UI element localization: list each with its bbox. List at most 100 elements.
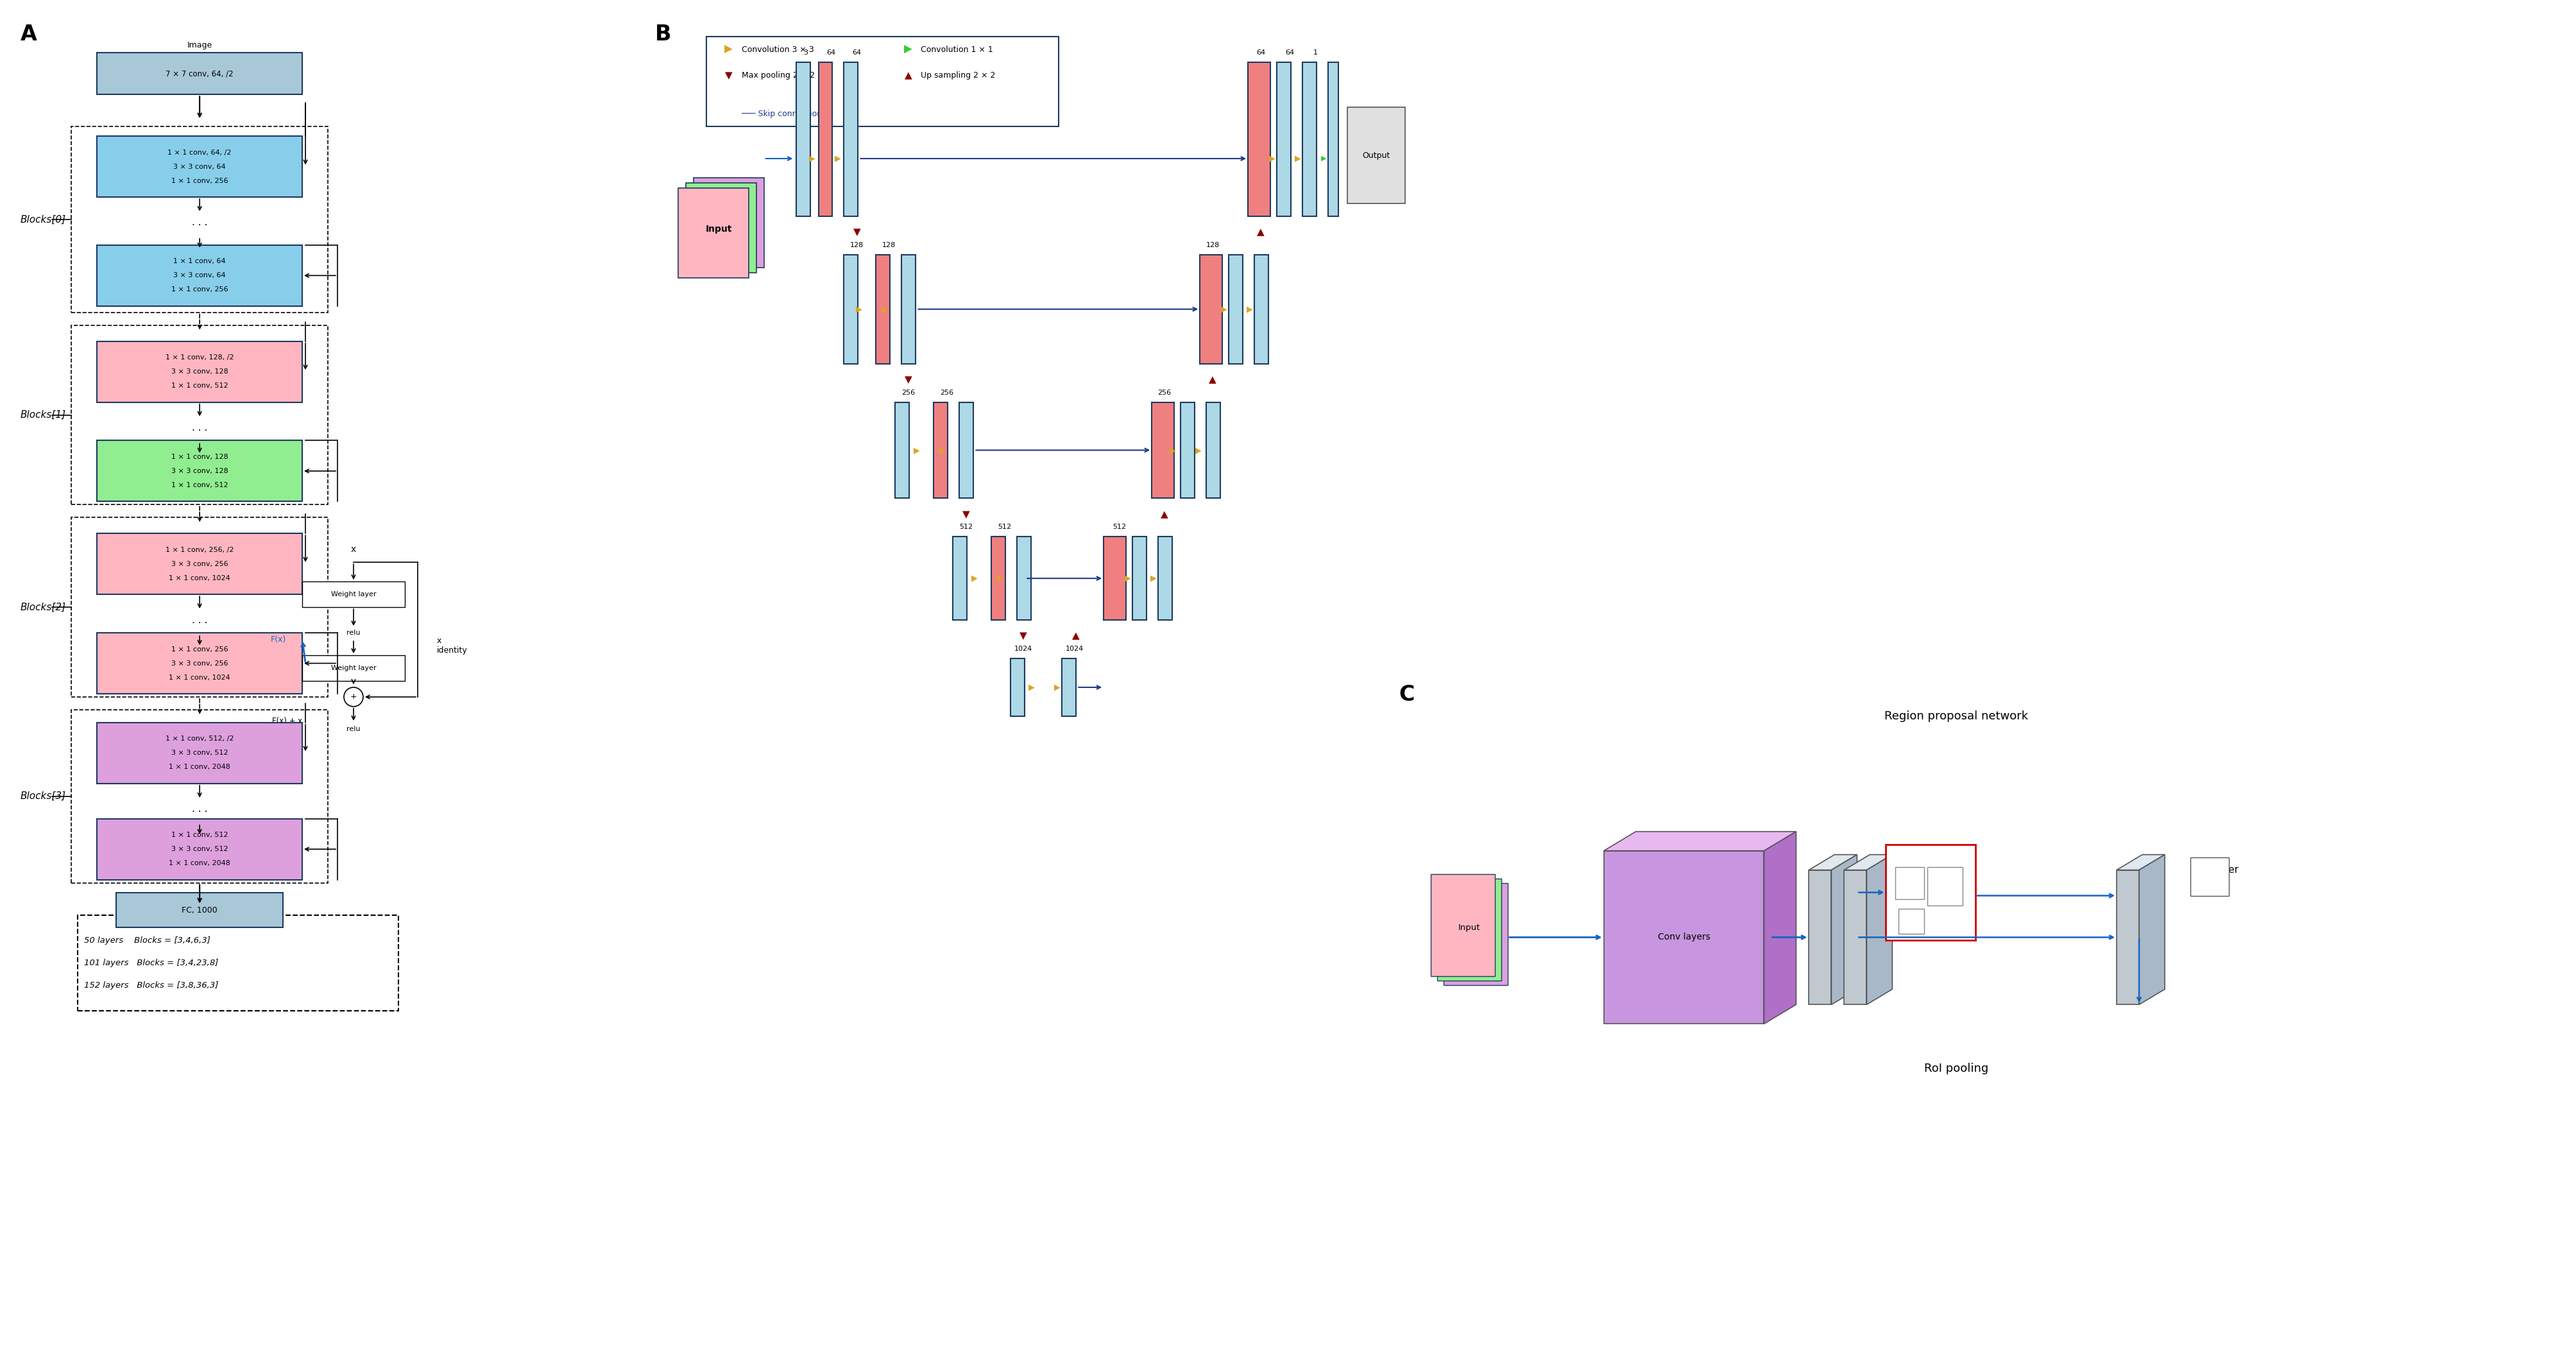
- Text: 1 × 1 conv, 256: 1 × 1 conv, 256: [170, 646, 229, 652]
- Text: 1 × 1 conv, 64, /2: 1 × 1 conv, 64, /2: [167, 149, 232, 156]
- FancyBboxPatch shape: [98, 244, 301, 306]
- FancyBboxPatch shape: [1886, 845, 1976, 941]
- Polygon shape: [2115, 870, 2138, 1005]
- FancyBboxPatch shape: [1247, 62, 1270, 216]
- Text: 1 × 1 conv, 128: 1 × 1 conv, 128: [170, 454, 229, 460]
- Text: 128: 128: [1206, 242, 1218, 249]
- Text: 128: 128: [881, 242, 896, 249]
- FancyBboxPatch shape: [2190, 857, 2228, 896]
- Text: ▲: ▲: [1072, 631, 1079, 641]
- Text: x
identity: x identity: [438, 637, 466, 655]
- Text: 64: 64: [1257, 50, 1265, 56]
- Text: A: A: [21, 24, 36, 45]
- Text: Input: Input: [706, 224, 732, 234]
- Text: 7 × 7 conv, 64, /2: 7 × 7 conv, 64, /2: [165, 69, 234, 77]
- Text: ▲: ▲: [1208, 375, 1216, 384]
- FancyBboxPatch shape: [98, 440, 301, 501]
- Text: Classifier: Classifier: [2192, 865, 2239, 875]
- Text: ▶: ▶: [855, 306, 860, 314]
- Text: 1 × 1 conv, 256: 1 × 1 conv, 256: [170, 287, 229, 293]
- Text: Weight layer: Weight layer: [330, 665, 376, 671]
- Text: ▶: ▶: [904, 43, 912, 56]
- Text: ▶: ▶: [1054, 683, 1061, 691]
- Text: +: +: [350, 693, 358, 701]
- Text: ▲: ▲: [904, 71, 912, 80]
- FancyBboxPatch shape: [1206, 402, 1221, 498]
- Text: RoI pooling: RoI pooling: [1924, 1063, 1989, 1074]
- FancyBboxPatch shape: [677, 187, 747, 278]
- Text: 1024: 1024: [1015, 645, 1033, 652]
- Text: ▶: ▶: [1321, 155, 1327, 162]
- Text: ▶: ▶: [881, 306, 886, 314]
- Text: 50 layers    Blocks = [3,4,6,3]: 50 layers Blocks = [3,4,6,3]: [85, 936, 211, 945]
- Text: ▶: ▶: [1247, 306, 1252, 314]
- Text: x: x: [350, 545, 355, 554]
- Text: · · ·: · · ·: [191, 426, 209, 436]
- FancyBboxPatch shape: [1018, 536, 1030, 621]
- FancyBboxPatch shape: [1255, 255, 1267, 364]
- Text: ▶: ▶: [997, 574, 1002, 583]
- Text: 3 × 3 conv, 256: 3 × 3 conv, 256: [170, 561, 229, 568]
- Text: ▶: ▶: [1028, 683, 1036, 691]
- FancyBboxPatch shape: [1229, 255, 1242, 364]
- FancyBboxPatch shape: [894, 402, 909, 498]
- FancyBboxPatch shape: [685, 183, 755, 273]
- FancyBboxPatch shape: [1927, 866, 1963, 906]
- Text: 101 layers   Blocks = [3,4,23,8]: 101 layers Blocks = [3,4,23,8]: [85, 959, 219, 967]
- Text: Blocks[1]: Blocks[1]: [21, 410, 67, 420]
- Text: F(x) + x: F(x) + x: [273, 717, 301, 725]
- Polygon shape: [2138, 854, 2164, 1005]
- Polygon shape: [1602, 831, 1795, 850]
- Text: 1 × 1 conv, 1024: 1 × 1 conv, 1024: [170, 674, 229, 680]
- Text: 3: 3: [804, 50, 809, 56]
- Text: ▶: ▶: [724, 43, 732, 56]
- Text: 512: 512: [997, 524, 1010, 531]
- Text: ▶: ▶: [938, 445, 945, 455]
- Text: 64: 64: [1285, 50, 1293, 56]
- FancyBboxPatch shape: [98, 53, 301, 95]
- Text: Blocks[2]: Blocks[2]: [21, 603, 67, 612]
- Text: 128: 128: [850, 242, 863, 249]
- Text: Weight layer: Weight layer: [330, 591, 376, 598]
- FancyBboxPatch shape: [876, 255, 889, 364]
- FancyBboxPatch shape: [992, 536, 1005, 621]
- FancyBboxPatch shape: [1010, 659, 1025, 716]
- Text: ▼: ▼: [904, 375, 912, 384]
- Text: 1 × 1 conv, 256, /2: 1 × 1 conv, 256, /2: [165, 547, 234, 553]
- Text: Blocks[0]: Blocks[0]: [21, 215, 67, 224]
- Text: F(x): F(x): [270, 636, 286, 644]
- Polygon shape: [1844, 870, 1865, 1005]
- FancyBboxPatch shape: [1347, 107, 1404, 204]
- Text: FC, 1000: FC, 1000: [183, 906, 216, 914]
- FancyBboxPatch shape: [1327, 62, 1337, 216]
- Text: C: C: [1399, 684, 1414, 705]
- Text: Blocks[3]: Blocks[3]: [21, 792, 67, 801]
- FancyBboxPatch shape: [902, 255, 914, 364]
- Text: · · ·: · · ·: [191, 808, 209, 818]
- Text: 512: 512: [958, 524, 971, 531]
- Polygon shape: [1808, 854, 1857, 870]
- Text: ▼: ▼: [853, 227, 860, 238]
- Polygon shape: [1844, 854, 1891, 870]
- Text: ─── Skip connection: ─── Skip connection: [742, 110, 822, 118]
- Text: relu: relu: [348, 725, 361, 732]
- Text: Max pooling 2 × 2: Max pooling 2 × 2: [742, 71, 814, 79]
- Text: ▶: ▶: [1296, 155, 1301, 163]
- Text: ▲: ▲: [1162, 509, 1167, 519]
- Polygon shape: [1808, 870, 1832, 1005]
- Text: ✗: ✗: [2205, 872, 2213, 880]
- Text: Convolution 1 × 1: Convolution 1 × 1: [920, 45, 992, 54]
- FancyBboxPatch shape: [1899, 909, 1924, 934]
- Text: · · ·: · · ·: [191, 221, 209, 231]
- Text: 3 × 3 conv, 512: 3 × 3 conv, 512: [170, 846, 229, 853]
- FancyBboxPatch shape: [98, 722, 301, 784]
- Polygon shape: [1865, 854, 1891, 1005]
- FancyBboxPatch shape: [98, 341, 301, 402]
- Text: 152 layers   Blocks = [3,8,36,3]: 152 layers Blocks = [3,8,36,3]: [85, 982, 219, 990]
- Polygon shape: [1602, 850, 1765, 1024]
- FancyBboxPatch shape: [1301, 62, 1316, 216]
- FancyBboxPatch shape: [1133, 536, 1146, 621]
- Text: 1: 1: [1314, 50, 1316, 56]
- Text: ▶: ▶: [1195, 445, 1200, 455]
- Text: ▶: ▶: [971, 574, 976, 583]
